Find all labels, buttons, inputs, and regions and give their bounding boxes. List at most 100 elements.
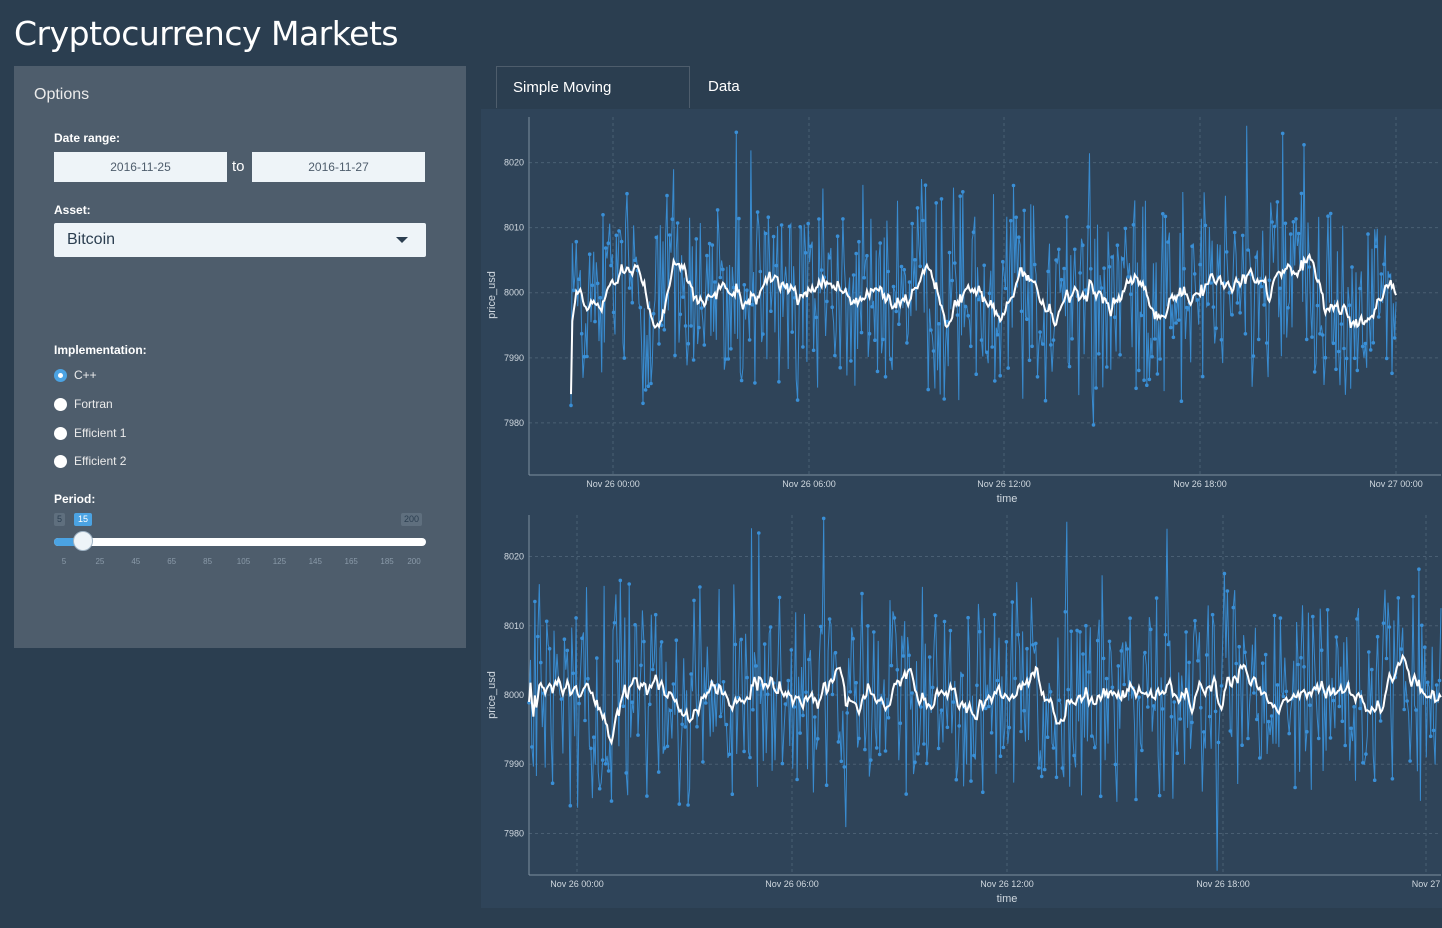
price-point	[1349, 726, 1353, 731]
price-point	[787, 224, 792, 229]
price-point	[619, 239, 624, 244]
price-point	[830, 692, 835, 697]
price-point	[1219, 684, 1224, 688]
x-tick-label: Nov 26 00:00	[550, 879, 604, 889]
price-point	[978, 629, 982, 634]
price-point	[1228, 729, 1233, 733]
price-point	[1214, 326, 1218, 330]
slider-tick-label: 105	[236, 557, 251, 566]
price-point	[582, 354, 587, 359]
price-point	[1318, 332, 1322, 336]
price-point	[1204, 653, 1209, 657]
price-point	[710, 243, 715, 247]
price-point	[1312, 370, 1317, 374]
asset-select[interactable]: Bitcoin	[54, 223, 426, 257]
tab-simple-moving-averages[interactable]: Simple Moving Averages	[496, 66, 690, 138]
price-point	[1381, 621, 1386, 625]
period-slider-track[interactable]	[54, 538, 426, 546]
period-slider-handle[interactable]	[73, 531, 93, 551]
radio-icon[interactable]	[54, 454, 67, 468]
radio-label: Fortran	[74, 397, 113, 411]
sma-chart-top[interactable]: 7980 7990 8000 8010 8020 Nov 26 00:00 Nov 26 0…	[481, 109, 1442, 504]
radio-option-cpp[interactable]: C++	[54, 368, 97, 382]
price-point	[1146, 705, 1150, 709]
price-point	[817, 217, 821, 221]
price-point	[1384, 356, 1389, 361]
price-point	[745, 675, 749, 680]
price-point	[627, 582, 631, 586]
price-point	[1163, 632, 1168, 637]
price-point	[1184, 630, 1188, 634]
price-point	[899, 264, 904, 269]
price-point	[630, 700, 634, 704]
radio-option-efficient-2[interactable]: Efficient 2	[54, 454, 126, 468]
price-point	[1210, 612, 1215, 617]
x-tick-label: Nov 26 12:00	[980, 879, 1034, 889]
price-point	[750, 302, 755, 307]
radio-icon[interactable]	[54, 426, 67, 440]
price-point	[1258, 756, 1262, 760]
price-point	[1331, 341, 1336, 346]
price-point	[1328, 736, 1333, 740]
price-point	[1262, 303, 1266, 307]
price-point	[878, 241, 882, 245]
price-point	[1240, 743, 1244, 747]
sma-chart-bottom[interactable]: 7980 7990 8000 8010 8020 Nov 26 00:00 Nov 26 0…	[481, 509, 1442, 908]
price-point	[904, 792, 908, 796]
x-tick-label: Nov 26 00:00	[586, 479, 640, 489]
start-date-input[interactable]: 2016-11-25	[54, 152, 227, 182]
price-point	[889, 663, 894, 668]
price-point	[1179, 399, 1184, 404]
price-point	[1280, 131, 1285, 136]
price-point	[585, 354, 589, 359]
price-point	[1131, 223, 1136, 227]
price-point	[609, 799, 614, 803]
radio-checked-icon[interactable]	[54, 368, 67, 382]
price-point	[1016, 632, 1020, 637]
price-point	[1343, 743, 1347, 748]
price-point	[1267, 278, 1272, 282]
y-tick-label: 8010	[504, 223, 524, 233]
price-point	[1122, 682, 1126, 687]
price-point	[892, 616, 897, 620]
price-point	[1042, 767, 1047, 772]
price-point	[729, 347, 733, 351]
price-point	[930, 685, 935, 690]
radio-icon[interactable]	[54, 397, 67, 411]
x-tick-label: Nov 26 18:00	[1173, 479, 1227, 489]
price-point	[1073, 247, 1077, 252]
price-point	[1025, 317, 1029, 321]
price-point	[1129, 292, 1133, 297]
price-point	[969, 779, 973, 783]
price-point	[839, 759, 844, 764]
radio-option-fortran[interactable]: Fortran	[54, 397, 113, 411]
price-point	[1118, 353, 1122, 357]
price-point	[986, 704, 991, 709]
price-point	[595, 281, 600, 286]
end-date-input[interactable]: 2016-11-27	[252, 152, 425, 182]
price-point	[1304, 337, 1309, 342]
price-point	[580, 636, 584, 641]
price-point	[1090, 734, 1094, 738]
price-point	[1392, 336, 1397, 340]
price-point	[1420, 623, 1424, 628]
x-tick-label: Nov 27 00:00	[1369, 479, 1423, 489]
price-point	[1166, 642, 1171, 647]
price-point	[1363, 341, 1368, 346]
price-point	[804, 690, 808, 694]
price-point	[755, 210, 760, 214]
price-point	[1142, 378, 1146, 383]
y-tick-label: 8020	[504, 552, 524, 562]
price-point	[1098, 794, 1103, 799]
price-point	[1428, 734, 1433, 739]
tab-data-overview[interactable]: Data Overview	[708, 78, 771, 137]
price-point	[1358, 706, 1362, 711]
price-point	[1149, 627, 1153, 632]
price-point	[1334, 635, 1339, 639]
price-point	[1095, 638, 1100, 643]
price-point	[721, 680, 726, 684]
date-range-label: Date range:	[54, 131, 121, 145]
price-point	[1305, 729, 1309, 734]
radio-option-efficient-1[interactable]: Efficient 1	[54, 426, 126, 440]
price-point	[1387, 274, 1392, 278]
